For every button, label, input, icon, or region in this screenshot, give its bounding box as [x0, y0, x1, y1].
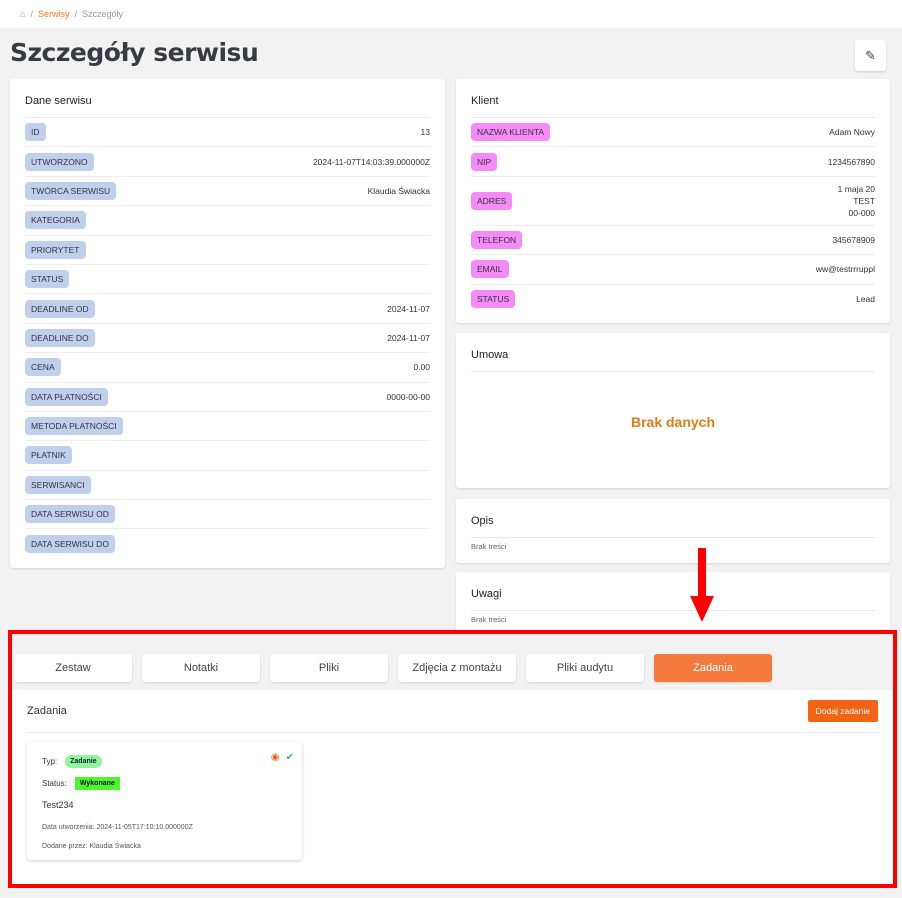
- field-value: 2024-11-07: [387, 303, 430, 314]
- field-value: 13: [420, 127, 430, 138]
- table-row: SERWISANCI: [25, 471, 430, 501]
- table-row: STATUS: [25, 265, 430, 295]
- field-label: CENA: [25, 358, 61, 377]
- table-row: DEADLINE OD 2024-11-07: [25, 294, 430, 324]
- klient-card: Klient NAZWA KLIENTA Adam Nowy NIP 12345678…: [456, 79, 890, 323]
- card-title: Klient: [471, 79, 875, 118]
- field-label: DEADLINE OD: [25, 299, 95, 318]
- field-value: 0000-00-00: [386, 391, 430, 402]
- table-row: NAZWA KLIENTA Adam Nowy: [471, 118, 875, 148]
- eye-icon[interactable]: ◉: [270, 752, 280, 763]
- field-value: 1 maja 20 TEST 00-000: [837, 183, 875, 218]
- type-badge: Zadanie: [65, 754, 102, 768]
- opis-text: Brak treści: [471, 542, 507, 551]
- table-row: ID 13: [25, 118, 430, 148]
- task-added-by: Dodane przez: Klaudia Świacka: [42, 842, 141, 850]
- field-label: STATUS: [471, 290, 516, 309]
- table-row: NIP 1234567890: [471, 147, 875, 177]
- field-label: ID: [25, 123, 46, 142]
- field-label: DATA SERWISU OD: [25, 505, 115, 524]
- table-row: METODA PŁATNOŚCI: [25, 412, 430, 442]
- field-label: EMAIL: [471, 260, 509, 279]
- breadcrumb-serwisy[interactable]: Serwisy: [37, 9, 70, 19]
- check-circle-icon[interactable]: ✔: [285, 752, 294, 763]
- field-label: PRIORYTET: [25, 240, 86, 259]
- card-title: Umowa: [471, 333, 875, 372]
- opis-card: Opis Brak treści: [456, 499, 890, 563]
- field-label: PŁATNIK: [25, 446, 72, 465]
- field-label: SERWISANCI: [25, 475, 91, 494]
- tab-pliki-audytu[interactable]: Pliki audytu: [526, 654, 644, 682]
- zadania-panel: Zadania Dodaj zadanie ◉ ✔ Typ: Zadanie Sta…: [12, 690, 893, 884]
- table-row: PRIORYTET: [25, 236, 430, 265]
- field-label: DEADLINE DO: [25, 328, 95, 347]
- breadcrumb: ⌂ / Serwisy / Szczegóły: [0, 0, 902, 28]
- table-row: DATA PŁATNOŚCI 0000-00-00: [25, 383, 430, 412]
- field-label: TWÓRCA SERWISU: [25, 181, 117, 200]
- table-row: UTWORZONO 2024-11-07T14:03:39.000000Z: [25, 147, 430, 177]
- field-value: 1234567890: [827, 156, 875, 167]
- field-value: Klaudia Świacka: [367, 185, 430, 196]
- edit-button[interactable]: ✎: [855, 40, 886, 71]
- tab-pliki[interactable]: Pliki: [270, 654, 388, 682]
- status-badge: Wykonane: [74, 776, 120, 790]
- card-title: Uwagi: [471, 572, 875, 611]
- field-label: TELEFON: [471, 230, 523, 249]
- field-label: METODA PŁATNOŚCI: [25, 417, 123, 436]
- type-label: Typ:: [42, 756, 58, 766]
- table-row: PŁATNIK: [25, 441, 430, 471]
- field-label: STATUS: [25, 270, 70, 289]
- field-label: KATEGORIA: [25, 211, 86, 230]
- dane-serwisu-card: Dane serwisu ID 13 UTWORZONO 2024-11-07T14:…: [10, 79, 445, 568]
- field-value: 2024-11-07: [387, 332, 430, 343]
- table-row: ADRES 1 maja 20 TEST 00-000: [471, 177, 875, 226]
- uwagi-text: Brak treści: [471, 615, 507, 624]
- task-name: Test234: [42, 800, 74, 810]
- field-value: ww@testrrruppl: [815, 264, 875, 275]
- table-row: DEADLINE DO 2024-11-07: [25, 324, 430, 354]
- table-row: EMAIL ww@testrrruppl: [471, 255, 875, 285]
- table-row: TWÓRCA SERWISU Klaudia Świacka: [25, 177, 430, 207]
- status-label: Status:: [42, 778, 67, 788]
- tab-zdjecia[interactable]: Zdjęcia z montażu: [398, 654, 516, 682]
- field-label: DATA SERWISU DO: [25, 535, 115, 554]
- table-row: KATEGORIA: [25, 206, 430, 236]
- field-label: NIP: [471, 152, 498, 171]
- tab-bar: Zestaw Notatki Pliki Zdjęcia z montażu P…: [14, 654, 772, 682]
- uwagi-card: Uwagi Brak treści: [456, 572, 890, 638]
- table-row: STATUS Lead: [471, 285, 875, 314]
- table-row: TELEFON 345678909: [471, 226, 875, 256]
- field-value: Adam Nowy: [829, 127, 875, 138]
- home-icon[interactable]: ⌂: [20, 9, 26, 19]
- panel-title: Zadania: [27, 705, 67, 717]
- page-title: Szczegóły serwisu: [10, 38, 259, 67]
- empty-state: Brak danych: [630, 414, 716, 430]
- table-row: DATA SERWISU OD: [25, 500, 430, 530]
- field-label: UTWORZONO: [25, 152, 94, 171]
- task-created: Data utworzenia: 2024-11-05T17:10:10.000…: [42, 823, 193, 831]
- add-task-button[interactable]: Dodaj zadanie: [807, 700, 878, 722]
- task-card: ◉ ✔ Typ: Zadanie Status: Wykonane Test234 D…: [27, 742, 302, 860]
- table-row: DATA SERWISU DO: [25, 529, 430, 558]
- tab-zestaw[interactable]: Zestaw: [14, 654, 132, 682]
- field-label: NAZWA KLIENTA: [471, 123, 551, 142]
- tab-zadania[interactable]: Zadania: [654, 654, 772, 682]
- tab-notatki[interactable]: Notatki: [142, 654, 260, 682]
- field-value: 2024-11-07T14:03:39.000000Z: [312, 156, 430, 167]
- red-arrow-annotation: [690, 548, 714, 622]
- field-value: 345678909: [832, 234, 875, 245]
- field-label: ADRES: [471, 191, 513, 210]
- breadcrumb-current: Szczegóły: [81, 9, 124, 19]
- card-title: Opis: [471, 499, 875, 538]
- field-value: 0.00: [413, 362, 430, 373]
- pencil-icon: ✎: [865, 47, 876, 63]
- field-value: Lead: [856, 294, 875, 305]
- card-title: Dane serwisu: [25, 79, 430, 118]
- umowa-card: Umowa Brak danych: [456, 333, 890, 488]
- field-label: DATA PŁATNOŚCI: [25, 387, 108, 406]
- table-row: CENA 0.00: [25, 353, 430, 383]
